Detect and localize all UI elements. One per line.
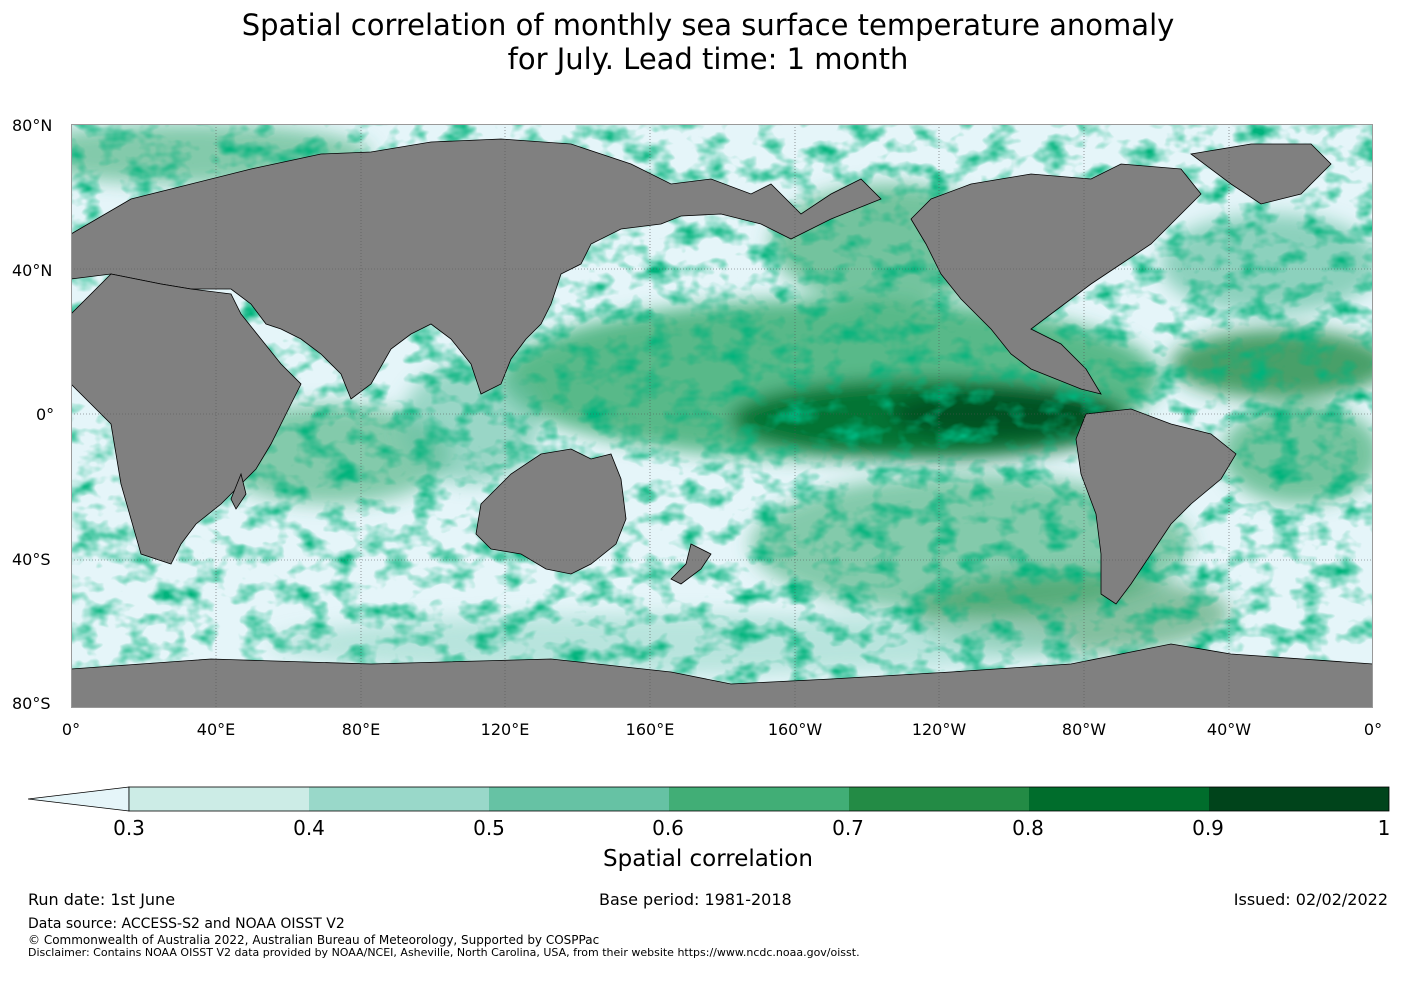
base-period: Base period: 1981-2018 bbox=[599, 890, 792, 909]
colorbar-segment bbox=[129, 787, 309, 811]
lat-label-80s: 80°S bbox=[12, 694, 51, 713]
colorbar-segment bbox=[1029, 787, 1209, 811]
map-frame bbox=[71, 124, 1373, 708]
colorbar-segment bbox=[669, 787, 849, 811]
lon-label-80w: 80°W bbox=[1061, 720, 1107, 739]
data-source: Data source: ACCESS-S2 and NOAA OISST V2 bbox=[28, 916, 345, 932]
lon-label-160e: 160°E bbox=[625, 720, 675, 739]
colorbar-tick-0-8: 0.8 bbox=[1012, 816, 1044, 840]
colorbar-tick-0-9: 0.9 bbox=[1192, 816, 1224, 840]
lon-label-40e: 40°E bbox=[196, 720, 236, 739]
disclaimer: Disclaimer: Contains NOAA OISST V2 data … bbox=[28, 946, 860, 959]
colorbar-tick-0-5: 0.5 bbox=[473, 816, 505, 840]
australia bbox=[475, 448, 627, 575]
title-line-1: Spatial correlation of monthly sea surfa… bbox=[241, 8, 1175, 42]
antarctica bbox=[71, 643, 1373, 708]
colorbar-tick-0-4: 0.4 bbox=[293, 816, 325, 840]
lat-label-0: 0° bbox=[36, 405, 55, 424]
lon-label-120e: 120°E bbox=[480, 720, 530, 739]
colorbar-segment bbox=[1209, 787, 1389, 811]
correlation-map bbox=[71, 124, 1373, 708]
north-america bbox=[910, 163, 1202, 395]
land-masses bbox=[71, 138, 1373, 708]
lon-label-80e: 80°E bbox=[341, 720, 381, 739]
colorbar-segment bbox=[849, 787, 1029, 811]
lon-label-160w: 160°W bbox=[767, 720, 823, 739]
new-zealand bbox=[670, 543, 712, 585]
colorbar bbox=[28, 786, 1390, 812]
south-america bbox=[1075, 408, 1237, 605]
colorbar-segment bbox=[489, 787, 669, 811]
copyright: © Commonwealth of Australia 2022, Austra… bbox=[28, 933, 600, 947]
lon-label-40w: 40°W bbox=[1206, 720, 1252, 739]
map-title: Spatial correlation of monthly sea surfa… bbox=[0, 8, 1416, 76]
title-line-2: for July. Lead time: 1 month bbox=[507, 42, 909, 76]
lon-label-120w: 120°W bbox=[911, 720, 967, 739]
colorbar-tick-1: 1 bbox=[1377, 816, 1391, 840]
issued-date: Issued: 02/02/2022 bbox=[1233, 890, 1388, 909]
lon-label-0-east: 0° bbox=[1363, 720, 1383, 739]
lon-label-0-west: 0° bbox=[61, 720, 81, 739]
greenland bbox=[1190, 143, 1332, 205]
lat-label-40n: 40°N bbox=[12, 261, 53, 280]
colorbar-tick-0-7: 0.7 bbox=[832, 816, 864, 840]
colorbar-tick-0-6: 0.6 bbox=[652, 816, 684, 840]
madagascar bbox=[230, 472, 247, 510]
colorbar-frame bbox=[128, 786, 1390, 812]
lat-label-80n: 80°N bbox=[12, 116, 53, 135]
colorbar-label: Spatial correlation bbox=[603, 846, 813, 872]
graticule bbox=[71, 124, 1373, 708]
lat-label-40s: 40°S bbox=[12, 550, 51, 569]
run-date: Run date: 1st June bbox=[28, 890, 176, 909]
colorbar-extend-min bbox=[28, 786, 130, 812]
colorbar-tick-0-3: 0.3 bbox=[113, 816, 145, 840]
colorbar-segment bbox=[309, 787, 489, 811]
